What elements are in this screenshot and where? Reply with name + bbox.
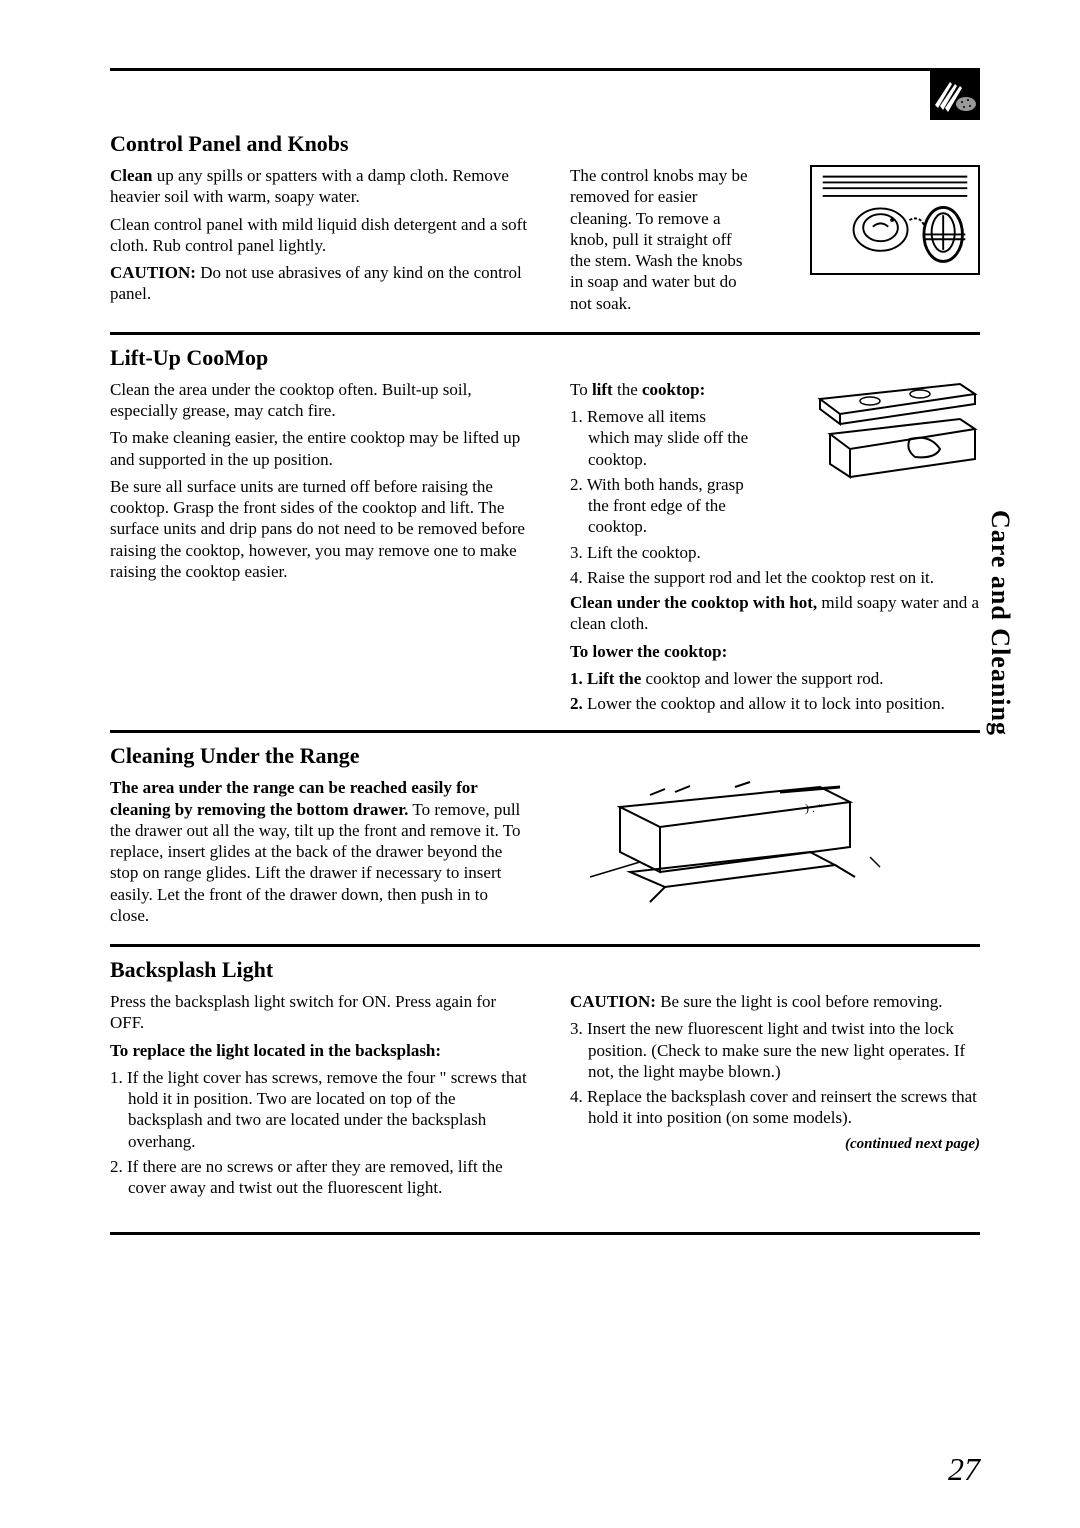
cooktop-diagram-icon [810, 379, 980, 479]
section-liftup: Lift-Up CooMop Clean the area under the … [110, 345, 980, 719]
section-control-panel: Control Panel and Knobs Clean up any spi… [110, 131, 980, 320]
replace-step-3: 3. Insert the new fluorescent light and … [570, 1018, 980, 1082]
replace-step-4: 4. Replace the backsplash cover and rein… [570, 1086, 980, 1129]
section1-p2: Clean control panel with mild liquid dis… [110, 214, 530, 257]
section2-lp3: Be sure all surface units are turned off… [110, 476, 530, 582]
section4-right: CAUTION: Be sure the light is cool befor… [570, 991, 980, 1202]
page-content: Control Panel and Knobs Clean up any spi… [110, 68, 980, 1235]
section2-left: Clean the area under the cooktop often. … [110, 379, 530, 719]
section4-left: Press the backsplash light switch for ON… [110, 991, 530, 1202]
section3-title: Cleaning Under the Range [110, 743, 980, 769]
corner-decoration-icon [930, 70, 980, 120]
replace-step-2: 2. If there are no screws or after they … [110, 1156, 530, 1199]
svg-text:) . ": ) . " [805, 801, 823, 815]
section2-lp2: To make cleaning easier, the entire cook… [110, 427, 530, 470]
section2-title: Lift-Up CooMop [110, 345, 980, 371]
section3-right: ) . " [570, 777, 980, 932]
clean-bold: Clean [110, 166, 153, 185]
replace-step-1: 1. If the light cover has screws, remove… [110, 1067, 530, 1152]
top-rule [110, 68, 980, 71]
section1-left: Clean up any spills or spatters with a d… [110, 165, 530, 320]
lift-step-2: 2. With both hands, grasp the front edge… [570, 474, 750, 538]
lift-step-1: 1. Remove all items which may slide off … [570, 406, 750, 470]
section4-lp1: Press the backsplash light switch for ON… [110, 991, 530, 1034]
lift-step-4: 4. Raise the support rod and let the coo… [570, 567, 980, 588]
rule-1 [110, 332, 980, 335]
section-backsplash: Backsplash Light Press the backsplash li… [110, 957, 980, 1202]
lower-step-2: 2. Lower the cooktop and allow it to loc… [570, 693, 980, 714]
rule-2 [110, 730, 980, 733]
section2-lp1: Clean the area under the cooktop often. … [110, 379, 530, 422]
bottom-rule [110, 1232, 980, 1235]
lower-heading: To lower the cooktop: [570, 641, 980, 662]
section4-replace-heading: To replace the light located in the back… [110, 1040, 530, 1061]
lift-step-3: 3. Lift the cooktop. [570, 542, 980, 563]
clean-under: Clean under the cooktop with hot, mild s… [570, 592, 980, 635]
section2-right: To lift the cooktop: 1. Remove all items… [570, 379, 980, 719]
lower-step-1: 1. Lift the cooktop and lower the suppor… [570, 668, 980, 689]
section1-right-p1: The control knobs may be removed for eas… [570, 165, 750, 314]
rule-3 [110, 944, 980, 947]
page-number: 27 [948, 1451, 980, 1488]
section-cleaning-under: Cleaning Under the Range The area under … [110, 743, 980, 932]
caution-line: CAUTION: Be sure the light is cool befor… [570, 991, 980, 1012]
continued-text: (continued next page) [570, 1135, 980, 1154]
section1-p1: Clean up any spills or spatters with a d… [110, 165, 530, 208]
section1-title: Control Panel and Knobs [110, 131, 980, 157]
section1-right: The control knobs may be removed for eas… [570, 165, 980, 320]
section3-p: The area under the range can be reached … [110, 777, 530, 926]
side-tab-label: Care and Cleaning [985, 510, 1015, 736]
range-diagram-icon: ) . " [580, 777, 890, 907]
section4-title: Backsplash Light [110, 957, 980, 983]
caution-bold: CAUTION: [110, 263, 196, 282]
section1-p3: CAUTION: Do not use abrasives of any kin… [110, 262, 530, 305]
knob-diagram-icon [810, 165, 980, 275]
section3-left: The area under the range can be reached … [110, 777, 530, 932]
